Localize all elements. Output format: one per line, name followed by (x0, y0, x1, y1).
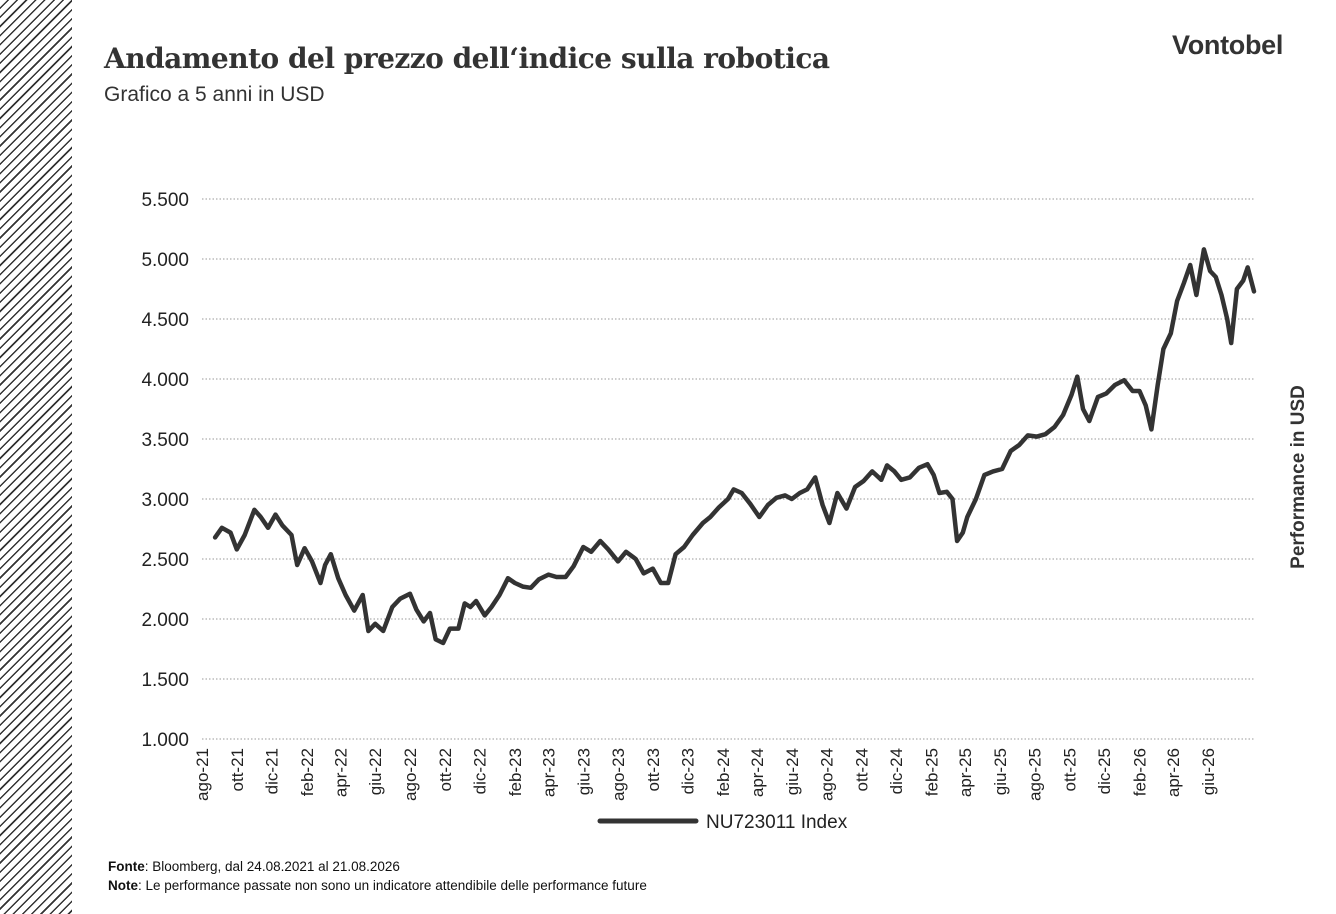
x-tick-label: apr-23 (539, 748, 558, 797)
x-tick-label: feb-24 (714, 748, 733, 796)
legend: NU723011 Index (597, 812, 848, 833)
x-tick-label: dic-22 (471, 748, 490, 794)
y-tick-label: 5.500 (141, 190, 189, 211)
x-tick-label: dic-21 (263, 748, 282, 794)
x-tick-label: ago-25 (1026, 748, 1045, 801)
x-tick-label: dic-24 (887, 748, 906, 794)
x-tick-label: feb-26 (1130, 748, 1149, 796)
vontobel-logo: Vontobel (1172, 30, 1284, 60)
x-tick-label: feb-25 (922, 748, 941, 796)
x-tick-label: giu-23 (574, 748, 593, 795)
x-tick-label: ago-24 (818, 748, 837, 801)
x-tick-label: apr-26 (1164, 748, 1183, 797)
note-line: Note: Le performance passate non sono un… (108, 876, 647, 895)
source-line: Fonte: Bloomberg, dal 24.08.2021 al 21.0… (108, 857, 647, 876)
y-tick-label: 4.500 (141, 310, 189, 331)
x-tick-label: giu-24 (783, 748, 802, 795)
x-tick-label: apr-25 (956, 748, 975, 797)
x-tick-label: ott-24 (852, 748, 871, 791)
x-tick-label: ott-23 (644, 748, 663, 791)
y-tick-label: 1.500 (141, 670, 189, 691)
gridlines (202, 198, 1254, 740)
x-tick-label: apr-22 (331, 748, 350, 797)
x-tick-label: dic-23 (679, 748, 698, 794)
x-tick-label: ago-21 (193, 748, 212, 801)
x-tick-label: ago-23 (609, 748, 628, 801)
series-line-0 (212, 247, 1257, 646)
x-tick-label: dic-25 (1095, 748, 1114, 794)
source-label: Fonte (108, 859, 145, 874)
hatched-side-band (0, 0, 72, 914)
note-label: Note (108, 878, 138, 893)
y-tick-label: 5.000 (141, 250, 189, 271)
chart-subtitle: Grafico a 5 anni in USD (104, 83, 325, 106)
legend-label: NU723011 Index (706, 812, 848, 833)
x-axis-ticks: ago-21 ott-21 dic-21 feb-22 apr-22 giu-22 ago-… (193, 748, 1218, 801)
y-axis-ticks: 1.000 1.500 2.000 2.500 3.000 3.500 4.000 4.500… (141, 190, 189, 751)
x-tick-label: giu-25 (991, 748, 1010, 795)
y-axis-label: Performance in USD (1288, 385, 1309, 569)
chart-title: Andamento del prezzo dell‘indice sulla r… (104, 42, 830, 75)
x-tick-label: giu-22 (366, 748, 385, 795)
x-tick-label: ott-21 (228, 748, 247, 791)
x-tick-label: feb-22 (298, 748, 317, 796)
x-tick-label: apr-24 (748, 748, 767, 797)
series-layer (212, 247, 1257, 646)
y-tick-label: 4.000 (141, 370, 189, 391)
footer-notes: Fonte: Bloomberg, dal 24.08.2021 al 21.0… (108, 857, 647, 895)
y-tick-label: 2.500 (141, 550, 189, 571)
x-tick-label: ott-22 (436, 748, 455, 791)
y-tick-label: 2.000 (141, 610, 189, 631)
x-tick-label: feb-23 (506, 748, 525, 796)
note-text: : Le performance passate non sono un ind… (138, 878, 647, 893)
y-tick-label: 1.000 (141, 730, 189, 751)
source-text: : Bloomberg, dal 24.08.2021 al 21.08.202… (144, 859, 400, 874)
x-tick-label: giu-26 (1199, 748, 1218, 795)
x-tick-label: ott-25 (1060, 748, 1079, 791)
x-tick-label: ago-22 (401, 748, 420, 801)
y-tick-label: 3.500 (141, 430, 189, 451)
y-tick-label: 3.000 (141, 490, 189, 511)
